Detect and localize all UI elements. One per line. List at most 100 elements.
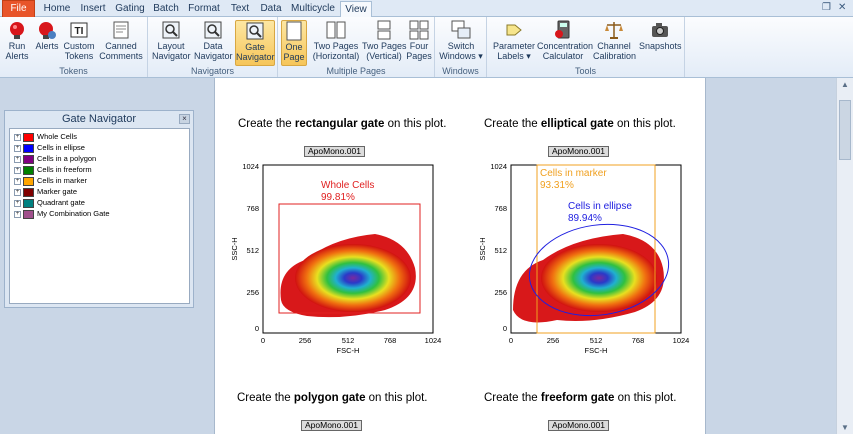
- gate-item[interactable]: + My Combination Gate: [14, 208, 110, 219]
- expand-icon[interactable]: +: [14, 133, 21, 141]
- plot4-sample-label[interactable]: ApoMono.001: [548, 420, 609, 431]
- scroll-down-icon[interactable]: ▼: [841, 423, 849, 432]
- group-label-navigators: Navigators: [190, 66, 235, 76]
- tab-multicycle[interactable]: Multicycle: [291, 3, 335, 14]
- plot2-xtick-768: 768: [632, 336, 645, 345]
- plot2-marker-gate[interactable]: [536, 164, 656, 334]
- plot3-instruction-pre: Create the: [237, 392, 294, 404]
- tab-format[interactable]: Format: [188, 3, 220, 14]
- vertical-scrollbar[interactable]: ▲ ▼: [836, 78, 853, 434]
- tab-view[interactable]: View: [340, 1, 372, 18]
- group-multiple-pages: One Page Two Pages (Horizontal) Two Page…: [278, 17, 435, 77]
- tab-gating[interactable]: Gating: [115, 3, 145, 14]
- gate-item[interactable]: + Cells in a polygon: [14, 153, 96, 164]
- gate-color-swatch: [23, 198, 34, 208]
- channel-calibration-label: Channel Calibration: [593, 41, 637, 61]
- close-icon[interactable]: ✕: [838, 2, 847, 13]
- two-pages-vertical-label: Two Pages (Vertical): [362, 41, 407, 61]
- layout-navigator-button[interactable]: Layout Navigator: [152, 20, 191, 66]
- one-page-icon: [286, 21, 302, 41]
- two-pages-vertical-button[interactable]: Two Pages (Vertical): [362, 20, 407, 66]
- expand-icon[interactable]: +: [14, 188, 21, 196]
- gate-item[interactable]: + Marker gate: [14, 186, 77, 197]
- plot2-marker-name: Cells in marker: [540, 168, 607, 179]
- data-navigator-button[interactable]: Data Navigator: [194, 20, 233, 66]
- plot1-ytick-768: 768: [246, 204, 259, 213]
- tab-data[interactable]: Data: [260, 3, 282, 14]
- gate-item-label: Marker gate: [37, 187, 78, 196]
- scroll-up-icon[interactable]: ▲: [841, 80, 849, 89]
- scroll-thumb[interactable]: [839, 100, 851, 160]
- plot2-ellipse-name: Cells in ellipse: [568, 201, 632, 212]
- gate-navigator-button[interactable]: Gate Navigator: [235, 20, 275, 66]
- ribbon: Run Alerts Alerts TI Custom Tokens Canne…: [0, 17, 853, 78]
- expand-icon[interactable]: +: [14, 155, 21, 163]
- snapshots-button[interactable]: Snapshots: [639, 20, 682, 66]
- plot4-instruction-post: on this plot.: [614, 392, 677, 404]
- custom-tokens-button[interactable]: TI Custom Tokens: [62, 20, 96, 66]
- parameter-labels-button[interactable]: Parameter Labels ▾: [492, 20, 536, 66]
- channel-calibration-button[interactable]: Channel Calibration: [593, 20, 637, 66]
- plot2-ytick-256: 256: [494, 288, 507, 297]
- restore-icon[interactable]: ❐: [822, 2, 831, 13]
- gate-item-label: Whole Cells: [37, 132, 78, 141]
- plot1-dotplot[interactable]: Whole Cells 99.81% 1024 768 512 256 0 0 …: [225, 160, 443, 356]
- tab-home[interactable]: Home: [43, 3, 71, 14]
- switch-windows-button[interactable]: Switch Windows ▾: [439, 20, 483, 66]
- run-alerts-button[interactable]: Run Alerts: [3, 20, 31, 66]
- gate-item[interactable]: + Whole Cells: [14, 131, 77, 142]
- custom-tokens-label: Custom Tokens: [63, 41, 95, 61]
- expand-icon[interactable]: +: [14, 177, 21, 185]
- plot1-ytick-512: 512: [246, 246, 259, 255]
- gate-navigator-label: Gate Navigator: [236, 42, 275, 62]
- plot2-sample-label[interactable]: ApoMono.001: [548, 146, 609, 157]
- group-label-tokens: Tokens: [59, 66, 88, 76]
- four-pages-icon: [409, 20, 429, 40]
- two-pages-vertical-icon: [377, 20, 391, 40]
- canned-comments-button[interactable]: Canned Comments: [98, 20, 144, 66]
- gate-item[interactable]: + Cells in freeform: [14, 164, 92, 175]
- concentration-calculator-label: Concentration Calculator: [537, 41, 594, 61]
- expand-icon[interactable]: +: [14, 199, 21, 207]
- plot1-xtick-256: 256: [299, 336, 312, 345]
- plot3-instruction-post: on this plot.: [365, 392, 428, 404]
- snapshots-label: Snapshots: [639, 41, 682, 51]
- canned-comments-icon: [113, 21, 129, 39]
- tab-insert[interactable]: Insert: [80, 3, 106, 14]
- plot2-density-core: [541, 244, 657, 312]
- expand-icon[interactable]: +: [14, 144, 21, 152]
- plot1-xtick-0: 0: [261, 336, 265, 345]
- plot1-ytick-1024: 1024: [242, 162, 259, 171]
- gate-item[interactable]: + Cells in ellipse: [14, 142, 85, 153]
- tab-text[interactable]: Text: [230, 3, 250, 14]
- gate-color-swatch: [23, 132, 34, 142]
- concentration-calculator-button[interactable]: Concentration Calculator: [537, 20, 593, 66]
- gate-item[interactable]: + Cells in marker: [14, 175, 87, 186]
- tab-file[interactable]: File: [2, 0, 35, 17]
- group-label-multiple-pages: Multiple Pages: [326, 66, 386, 76]
- plot1-sample-label[interactable]: ApoMono.001: [304, 146, 365, 157]
- plot4-instruction: Create the freeform gate on this plot.: [484, 392, 676, 404]
- plot3-sample-label[interactable]: ApoMono.001: [301, 420, 362, 431]
- plot2-elliptical-gate[interactable]: [523, 216, 674, 325]
- expand-icon[interactable]: +: [14, 210, 21, 218]
- gate-item-label: Quadrant gate: [37, 198, 85, 207]
- group-tokens: Run Alerts Alerts TI Custom Tokens Canne…: [0, 17, 148, 77]
- gate-item[interactable]: + Quadrant gate: [14, 197, 85, 208]
- plot2-ylabel: SSC-H: [478, 237, 487, 260]
- plot1-rectangular-gate[interactable]: [278, 203, 421, 314]
- expand-icon[interactable]: +: [14, 166, 21, 174]
- plot2-instruction: Create the elliptical gate on this plot.: [484, 118, 676, 130]
- data-navigator-icon: [204, 21, 222, 39]
- alerts-button[interactable]: Alerts: [33, 20, 61, 66]
- four-pages-button[interactable]: Four Pages: [406, 20, 432, 66]
- two-pages-horizontal-button[interactable]: Two Pages (Horizontal): [310, 20, 362, 66]
- gate-color-swatch: [23, 209, 34, 219]
- gate-color-swatch: [23, 154, 34, 164]
- gate-item-label: Cells in a polygon: [37, 154, 97, 163]
- plot2-dotplot[interactable]: Cells in marker 93.31% Cells in ellipse …: [473, 160, 693, 356]
- gate-navigator-close-icon[interactable]: ×: [179, 114, 190, 124]
- gate-item-label: Cells in marker: [37, 176, 88, 185]
- one-page-button[interactable]: One Page: [281, 20, 307, 66]
- tab-batch[interactable]: Batch: [153, 3, 179, 14]
